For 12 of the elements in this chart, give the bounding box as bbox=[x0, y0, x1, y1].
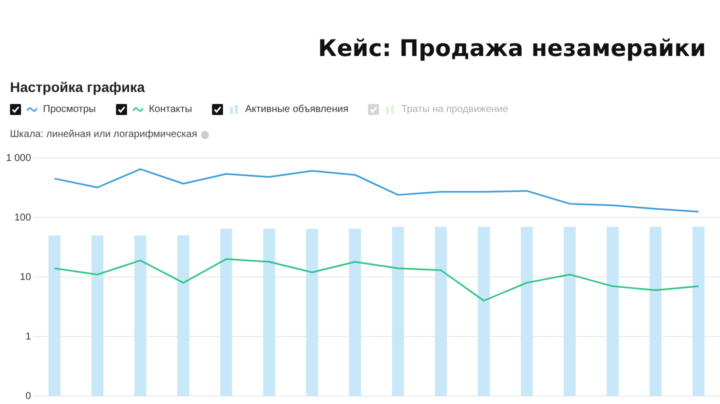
y-tick-label: 1 000 bbox=[6, 152, 32, 164]
y-tick-label: 10 bbox=[20, 272, 32, 283]
legend-label: Контакты bbox=[148, 104, 192, 115]
y-tick-label: 100 bbox=[14, 212, 32, 224]
chart-subtitle: Настройка графика bbox=[10, 79, 145, 95]
y-tick-label: 0 bbox=[25, 390, 32, 402]
chart-title: Кейс: Продажа незамерайки bbox=[318, 36, 706, 62]
legend-label: Траты на продвижение bbox=[401, 104, 508, 115]
text: Шкала: линейная или логарифмическая bbox=[10, 129, 198, 140]
legend-label: Активные объявления bbox=[245, 104, 348, 115]
legend-label: Просмотры bbox=[43, 104, 96, 115]
y-tick-label: 1 bbox=[25, 331, 32, 342]
